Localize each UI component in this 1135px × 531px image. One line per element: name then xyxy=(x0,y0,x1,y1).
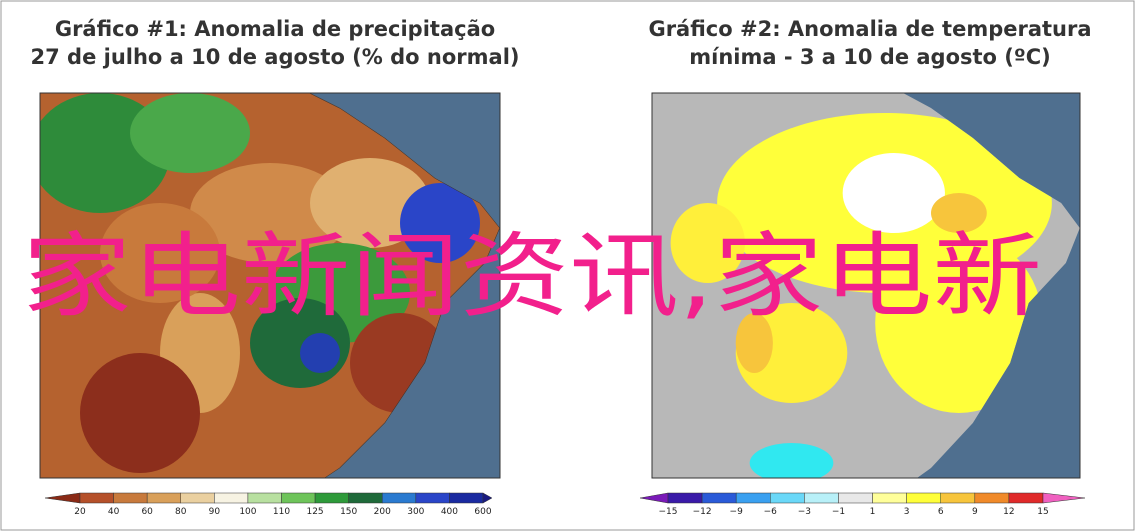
colorbar-label: 20 xyxy=(74,507,86,517)
colorbar-segment xyxy=(872,492,907,504)
colorbar-label: 12 xyxy=(1003,507,1014,517)
colorbar-label: 100 xyxy=(239,507,256,517)
colorbar-label: 3 xyxy=(904,507,910,517)
title-line: mínima - 3 a 10 de agosto (ºC) xyxy=(689,45,1051,69)
colorbar-segment xyxy=(113,492,148,504)
colorbar-segment xyxy=(735,492,771,504)
colorbar-label: −3 xyxy=(798,507,811,517)
colorbar-segment xyxy=(940,492,976,504)
colorbar-label: 600 xyxy=(474,507,491,517)
colorbar-label: 125 xyxy=(306,507,323,517)
colorbar-segment xyxy=(906,492,941,504)
colorbar-segment xyxy=(701,492,737,504)
title-line: Gráfico #1: Anomalia de precipitação xyxy=(55,17,495,41)
map-border xyxy=(39,92,501,479)
title-line: Gráfico #2: Anomalia de temperatura xyxy=(648,17,1091,41)
colorbar-segment xyxy=(79,492,114,504)
colorbar-label: −1 xyxy=(832,507,845,517)
colorbar-label: 9 xyxy=(972,507,978,517)
land xyxy=(40,93,500,478)
colorbar-label: 80 xyxy=(175,507,187,517)
colorbar-label: −6 xyxy=(764,507,778,517)
colorbar-label: 150 xyxy=(340,507,357,517)
colorbar-label: 60 xyxy=(141,507,153,517)
colorbar-segment xyxy=(180,492,215,504)
colorbar-segment xyxy=(838,492,873,504)
colorbar-arrow xyxy=(44,492,81,504)
precip-map xyxy=(39,92,501,479)
colorbar-label: 300 xyxy=(407,507,424,517)
colorbar-arrow xyxy=(482,492,493,504)
map-border xyxy=(651,92,1081,479)
colorbar-segment xyxy=(146,492,182,504)
colorbar-label: −15 xyxy=(659,507,678,517)
colorbar-arrow xyxy=(639,492,669,504)
colorbar-segment xyxy=(770,492,805,504)
colorbar-segment xyxy=(314,492,349,504)
colorbar-label: 40 xyxy=(108,507,120,517)
colorbar-label: 110 xyxy=(273,507,290,517)
colorbar-segment xyxy=(382,492,417,504)
colorbar-label: 6 xyxy=(938,507,944,517)
temp-map xyxy=(651,92,1081,479)
colorbar-label: 400 xyxy=(441,507,458,517)
colorbar-segment xyxy=(281,492,316,504)
land xyxy=(652,93,1080,478)
colorbar-segment xyxy=(348,492,383,504)
colorbar-arrow xyxy=(1042,492,1086,504)
colorbar-segment xyxy=(415,492,450,504)
colorbars: 20 40 60 80 90 100 110 125 150 200 300 400 600 −15 −12… xyxy=(44,492,1086,517)
colorbar-label: 15 xyxy=(1037,507,1048,517)
colorbar-label: 200 xyxy=(374,507,391,517)
colorbar-segment xyxy=(804,492,839,504)
colorbar-segment xyxy=(667,492,703,504)
colorbar-segment xyxy=(449,492,484,504)
colorbar-segment xyxy=(247,492,282,504)
colorbar-segment xyxy=(974,492,1010,504)
title-line: 27 de julho a 10 de agosto (% do normal) xyxy=(31,45,520,69)
colorbar-label: −9 xyxy=(730,507,744,517)
colorbar-label: 1 xyxy=(870,507,876,517)
colorbar-segment xyxy=(214,492,249,504)
colorbar-segment xyxy=(1008,492,1044,504)
watermark: 家电新闻资讯,家电新 xyxy=(22,223,1042,330)
colorbar-label: 90 xyxy=(209,507,221,517)
colorbar-label: −12 xyxy=(693,507,712,517)
